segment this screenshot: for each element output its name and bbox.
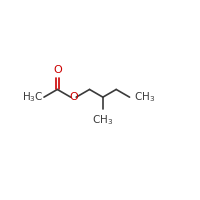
Text: O: O [53, 65, 62, 75]
Text: O: O [69, 92, 78, 102]
Text: $\mathsf{CH_3}$: $\mathsf{CH_3}$ [92, 113, 113, 127]
Text: $\mathsf{H_3C}$: $\mathsf{H_3C}$ [22, 90, 44, 104]
Text: $\mathsf{CH_3}$: $\mathsf{CH_3}$ [134, 90, 155, 104]
